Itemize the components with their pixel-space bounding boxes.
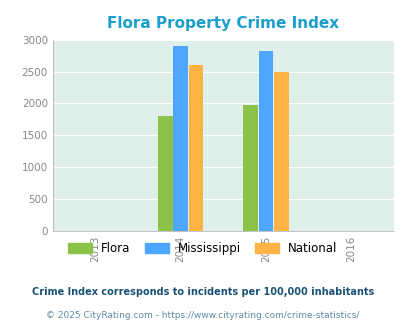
Bar <box>173 46 188 231</box>
Bar <box>258 51 273 231</box>
Bar <box>188 65 203 231</box>
Bar <box>243 105 257 231</box>
Legend: Flora, Mississippi, National: Flora, Mississippi, National <box>64 237 341 260</box>
Text: Crime Index corresponds to incidents per 100,000 inhabitants: Crime Index corresponds to incidents per… <box>32 287 373 297</box>
Bar <box>273 72 288 231</box>
Bar <box>158 116 172 231</box>
Text: © 2025 CityRating.com - https://www.cityrating.com/crime-statistics/: © 2025 CityRating.com - https://www.city… <box>46 311 359 320</box>
Title: Flora Property Crime Index: Flora Property Crime Index <box>107 16 339 31</box>
